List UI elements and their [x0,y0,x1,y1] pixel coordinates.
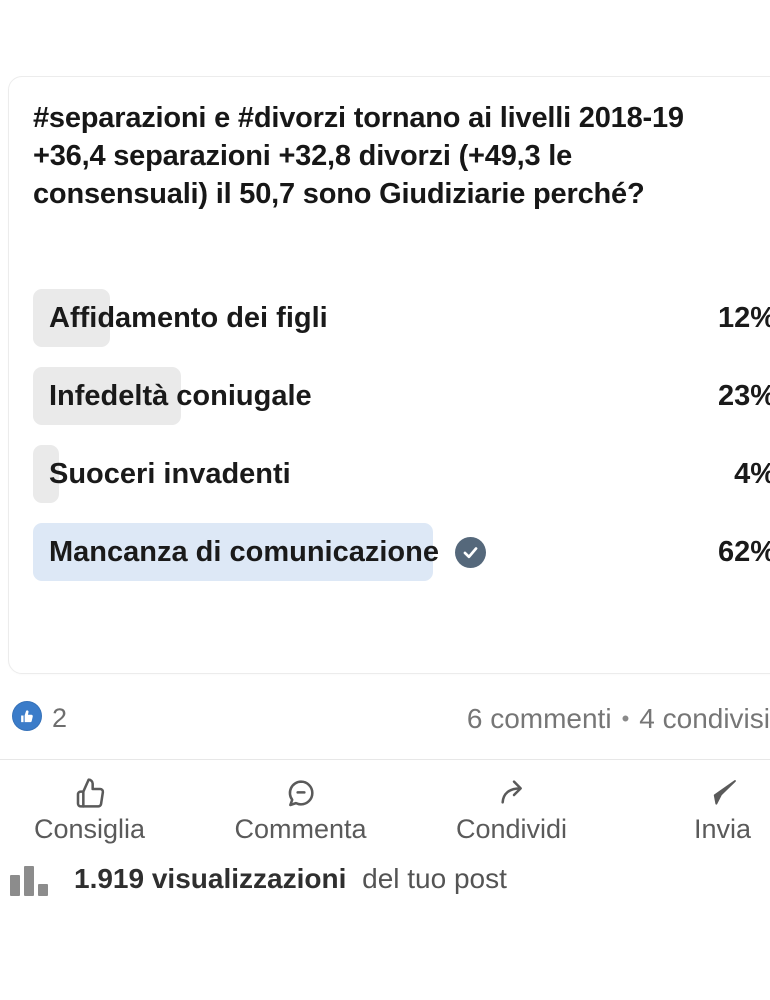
poll-result-bar [33,523,433,581]
post-action-bar: Consiglia Commenta Condividi Invia [0,772,770,846]
comments-shares-counts[interactable]: 6 commenti • 4 condivisi [467,703,770,735]
share-button[interactable]: Condividi [406,772,617,846]
poll-result-bar [33,445,59,503]
post-views-row[interactable]: 1.919 visualizzazioni del tuo post [10,862,507,898]
poll-option-label: Affidamento dei figli [49,301,328,334]
poll-option-suoceri[interactable]: Suoceri invadenti 4% [33,445,770,503]
thumbs-up-icon [74,777,106,809]
views-text: 1.919 visualizzazioni del tuo post [74,863,507,898]
poll-option-percent: 23% [717,379,770,412]
send-plane-icon [707,777,739,809]
poll-option-percent: 62% [717,535,770,568]
poll-option-label: Infedeltà coniugale [49,379,312,412]
poll-card: #separazioni e #divorzi tornano ai livel… [8,76,770,674]
poll-result-bar [33,367,181,425]
comment-button-label: Commenta [234,814,367,844]
poll-question-line: #separazioni e #divorzi tornano ai livel… [33,102,684,134]
poll-option-percent: 12% [717,301,770,334]
comments-count[interactable]: 6 commenti [466,703,612,734]
share-arrow-icon [496,777,528,809]
like-button-label: Consiglia [33,814,146,844]
poll-result-bar [33,289,110,347]
like-reaction-icon[interactable] [12,701,42,731]
poll-option-label: Mancanza di comunicazione [49,535,439,568]
analytics-bar-chart-icon [10,862,48,898]
poll-question-line: +36,4 separazioni +32,8 divorzi (+49,3 l… [33,140,573,172]
send-button-label: Invia [693,814,752,844]
poll-option-mancanza-selected[interactable]: Mancanza di comunicazione 62% [33,523,770,581]
selected-vote-check-icon [454,536,486,568]
poll-option-percent: 4% [734,457,770,490]
poll-question-line: consensuali) il 50,7 sono Giudiziarie pe… [33,178,645,210]
comment-button[interactable]: Commenta [195,772,406,846]
dot-separator: • [621,706,630,731]
social-counts-row: 2 6 commenti • 4 condivisi [12,700,770,736]
shares-count[interactable]: 4 condivisi [639,703,770,734]
poll-option-label: Suoceri invadenti [49,457,291,490]
divider [0,759,770,760]
like-button[interactable]: Consiglia [0,772,195,846]
poll-options: Affidamento dei figli 12% Infedeltà coni… [33,289,770,601]
views-suffix: del tuo post [362,863,507,894]
poll-question: #separazioni e #divorzi tornano ai livel… [33,99,745,213]
send-button[interactable]: Invia [617,772,770,846]
poll-option-infedelta[interactable]: Infedeltà coniugale 23% [33,367,770,425]
poll-option-affidamento[interactable]: Affidamento dei figli 12% [33,289,770,347]
views-count: 1.919 visualizzazioni [74,863,347,894]
comment-icon [285,777,317,809]
reaction-count[interactable]: 2 [52,703,68,733]
share-button-label: Condividi [455,814,568,844]
